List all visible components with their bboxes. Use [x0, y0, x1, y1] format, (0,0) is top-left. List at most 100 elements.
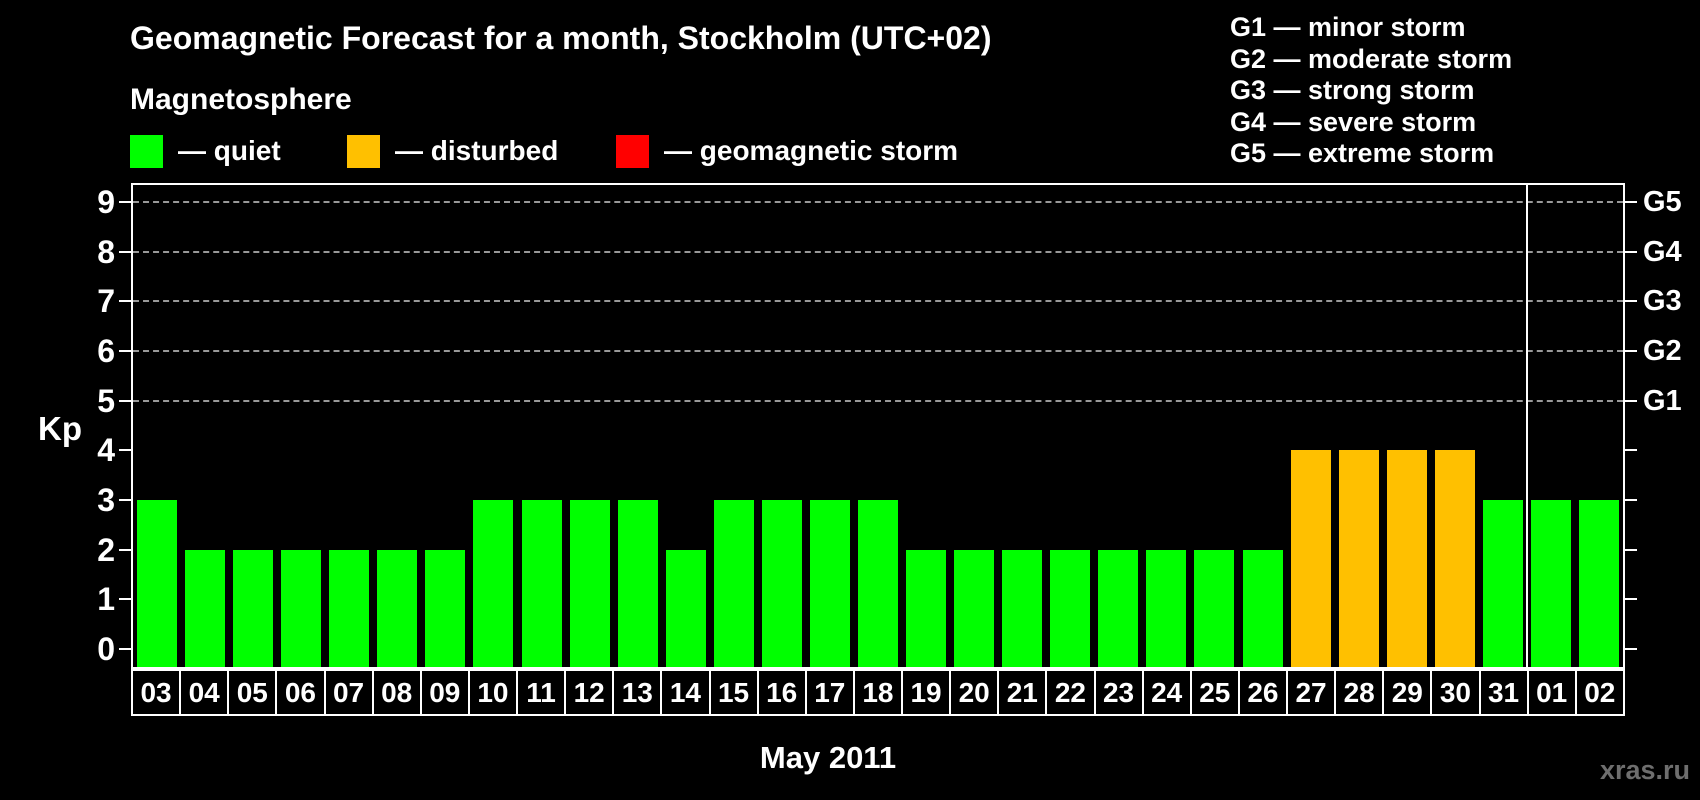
y-tick-right-3 — [1625, 499, 1637, 501]
day-label-13: 13 — [612, 669, 663, 716]
month-separator-line — [1525, 185, 1528, 667]
day-label-20: 20 — [949, 669, 1000, 716]
day-label-11: 11 — [516, 669, 567, 716]
y-tick-right-1 — [1625, 598, 1637, 601]
plot-area — [131, 183, 1625, 669]
day-label-02: 02 — [1574, 669, 1625, 716]
bar-day-31 — [1482, 500, 1523, 667]
y-tick-label-1: 1 — [97, 581, 115, 618]
y-axis-label: Kp — [38, 410, 82, 447]
bar-day-05 — [233, 549, 274, 667]
day-label-25: 25 — [1189, 669, 1240, 716]
g-scale-legend-line: G2 — moderate storm — [1230, 43, 1513, 74]
y-tick-left-2 — [119, 548, 131, 551]
y-tick-label-8: 8 — [97, 233, 115, 270]
day-label-12: 12 — [564, 669, 615, 716]
bar-day-17 — [809, 500, 850, 667]
day-label-22: 22 — [1045, 669, 1096, 716]
right-axis-label-G4: G4 — [1643, 235, 1682, 268]
bar-day-23 — [1098, 549, 1139, 667]
y-tick-right-5 — [1625, 399, 1637, 402]
bar-day-08 — [377, 549, 418, 667]
x-axis-label: May 2011 — [759, 740, 897, 775]
storm-swatch-icon — [616, 134, 649, 168]
day-label-29: 29 — [1382, 669, 1433, 716]
y-tick-label-5: 5 — [97, 382, 115, 419]
gridline-kp9 — [133, 201, 1623, 203]
right-axis-label-G3: G3 — [1643, 285, 1682, 318]
g-scale-legend-line: G4 — severe storm — [1230, 106, 1477, 137]
y-tick-left-9 — [119, 201, 131, 203]
bar-day-14 — [665, 549, 706, 667]
y-tick-right-4 — [1625, 449, 1637, 452]
y-tick-right-9 — [1625, 201, 1637, 203]
y-tick-right-0 — [1625, 648, 1637, 650]
bar-day-20 — [954, 549, 995, 667]
right-axis-label-G1: G1 — [1643, 384, 1682, 417]
bar-day-26 — [1242, 549, 1283, 667]
g-scale-legend-line: G1 — minor storm — [1230, 12, 1466, 42]
day-label-19: 19 — [901, 669, 952, 716]
day-label-04: 04 — [179, 669, 230, 716]
y-tick-left-8 — [119, 250, 131, 253]
g-scale-legend-line: G5 — extreme storm — [1230, 138, 1495, 169]
page-title: Geomagnetic Forecast for a month, Stockh… — [130, 20, 992, 56]
legend-item-label: — geomagnetic storm — [664, 135, 959, 166]
day-label-24: 24 — [1141, 669, 1192, 716]
day-label-31: 31 — [1478, 669, 1529, 716]
legend-item-disturbed: — disturbed — [347, 133, 558, 169]
bar-day-16 — [761, 500, 802, 667]
day-label-23: 23 — [1093, 669, 1144, 716]
bar-day-30 — [1434, 450, 1475, 667]
bar-day-06 — [281, 549, 322, 667]
day-label-18: 18 — [852, 669, 903, 716]
bar-day-02 — [1578, 500, 1619, 667]
y-tick-right-6 — [1625, 350, 1637, 352]
y-tick-right-2 — [1625, 548, 1637, 551]
legend-heading: Magnetosphere — [130, 83, 352, 116]
bar-day-19 — [906, 549, 947, 667]
legend-item-label: — quiet — [178, 135, 281, 166]
day-label-08: 08 — [371, 669, 422, 716]
day-label-03: 03 — [131, 669, 182, 716]
bar-day-18 — [858, 500, 898, 667]
bar-day-13 — [617, 500, 658, 667]
day-label-01: 01 — [1526, 669, 1577, 716]
legend-item-storm: — geomagnetic storm — [616, 133, 958, 169]
quiet-swatch-icon — [130, 134, 163, 168]
disturbed-swatch-icon — [347, 134, 380, 168]
day-label-07: 07 — [323, 669, 374, 716]
bar-day-29 — [1386, 450, 1427, 667]
day-label-14: 14 — [660, 669, 711, 716]
day-label-06: 06 — [275, 669, 326, 716]
bar-day-15 — [713, 500, 754, 667]
right-axis-label-G5: G5 — [1643, 186, 1682, 218]
day-label-16: 16 — [756, 669, 807, 716]
y-tick-label-9: 9 — [97, 184, 115, 220]
y-tick-left-1 — [119, 598, 131, 601]
day-label-30: 30 — [1430, 669, 1481, 716]
day-label-26: 26 — [1237, 669, 1288, 716]
legend-item-quiet: — quiet — [130, 133, 281, 169]
gridline-kp5 — [133, 399, 1623, 402]
day-label-17: 17 — [804, 669, 855, 716]
gridline-kp7 — [133, 300, 1623, 303]
bar-day-27 — [1290, 450, 1331, 667]
bar-day-11 — [521, 500, 562, 667]
y-tick-label-6: 6 — [97, 333, 115, 369]
gridline-kp6 — [133, 350, 1623, 352]
y-tick-left-7 — [119, 300, 131, 303]
bar-day-07 — [329, 549, 370, 667]
bar-day-22 — [1050, 549, 1091, 667]
y-tick-left-3 — [119, 499, 131, 501]
bar-day-04 — [185, 549, 226, 667]
day-label-row: 03 04 05 06 07 08 09 10 11 12 13 14 15 16 17 18 19 20 21 22… — [131, 669, 1625, 716]
y-tick-left-4 — [119, 449, 131, 452]
gridline-kp8 — [133, 250, 1623, 253]
day-label-10: 10 — [467, 669, 518, 716]
bar-day-01 — [1530, 500, 1571, 667]
y-tick-label-0: 0 — [97, 631, 115, 667]
legend-item-label: — disturbed — [395, 135, 559, 166]
y-tick-right-7 — [1625, 300, 1637, 303]
g-scale-legend-line: G3 — strong storm — [1230, 75, 1475, 106]
